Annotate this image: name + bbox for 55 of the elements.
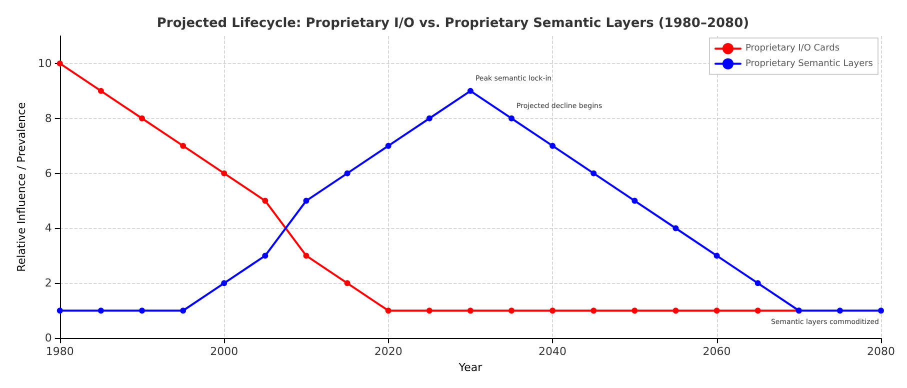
x-tick-label: 1980 xyxy=(46,345,74,358)
point xyxy=(139,115,146,122)
point xyxy=(262,198,268,204)
point xyxy=(590,170,597,176)
point xyxy=(344,170,350,176)
point xyxy=(56,308,63,314)
point xyxy=(426,115,432,122)
point xyxy=(262,252,268,259)
y-tick-label: 8 xyxy=(44,112,52,125)
y-axis-title: Relative Influence / Prevalence xyxy=(15,102,28,272)
legend-label: Proprietary Semantic Layers xyxy=(745,58,874,69)
point xyxy=(467,88,474,94)
chart-title: Projected Lifecycle: Proprietary I/O vs. Proprietary Semantic Layers (1980–2080) xyxy=(156,16,750,31)
point xyxy=(754,280,761,286)
point xyxy=(508,115,515,122)
y-tick-label: 4 xyxy=(44,222,52,235)
point xyxy=(672,308,679,314)
point xyxy=(714,252,720,259)
point xyxy=(632,198,638,204)
y-tick-label: 2 xyxy=(44,276,52,290)
point xyxy=(98,88,104,94)
point xyxy=(303,198,310,204)
point xyxy=(878,308,884,314)
point xyxy=(221,280,228,286)
point xyxy=(303,252,310,259)
y-tick-label: 6 xyxy=(44,166,52,180)
point xyxy=(754,308,761,314)
y-tick-label: 0 xyxy=(44,332,52,345)
point xyxy=(180,142,186,149)
point xyxy=(467,308,474,314)
point xyxy=(385,142,392,149)
x-tick-label: 2080 xyxy=(867,345,896,358)
point xyxy=(180,308,186,314)
point xyxy=(139,308,146,314)
x-axis-title: Year xyxy=(458,361,483,374)
point xyxy=(508,308,515,314)
point xyxy=(672,225,679,232)
y-tick-label: 10 xyxy=(38,56,52,70)
point xyxy=(550,308,556,314)
x-tick-label: 2020 xyxy=(374,345,402,358)
point xyxy=(426,308,432,314)
point xyxy=(221,170,228,176)
point xyxy=(550,142,556,149)
point xyxy=(714,308,720,314)
point xyxy=(344,280,350,286)
x-tick-label: 2000 xyxy=(210,345,238,358)
x-tick-label: 2060 xyxy=(702,345,731,358)
point xyxy=(385,308,392,314)
point xyxy=(632,308,638,314)
point xyxy=(836,308,843,314)
x-tick-label: 2040 xyxy=(538,345,567,358)
point xyxy=(98,308,104,314)
point xyxy=(56,60,63,66)
point xyxy=(590,308,597,314)
legend-label: Proprietary I/O Cards xyxy=(745,44,840,54)
